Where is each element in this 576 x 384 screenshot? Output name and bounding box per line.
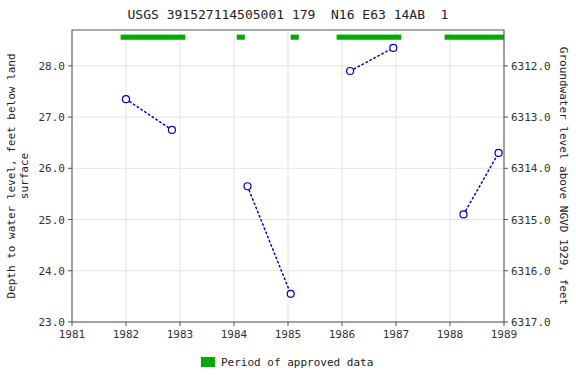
x-tick — [450, 322, 451, 326]
y-tick-label: 24.0 — [39, 265, 66, 278]
x-tick-label: 1983 — [167, 328, 194, 341]
y2-tick-label: 6315.0 — [511, 214, 551, 227]
grid-line-x — [342, 30, 343, 322]
grid-line-x — [234, 30, 235, 322]
x-tick — [180, 322, 181, 326]
title: USGS 391527114505001 179 N16 E63 14AB 1 — [128, 7, 449, 22]
y2-tick — [504, 219, 508, 220]
y-tick-label: 23.0 — [39, 316, 66, 329]
y-axis-label-line: Depth to water level, feet below land — [5, 53, 18, 298]
axes: 1981 1982 1983 1984 1985 1986 1987 1988 1989 23.0… — [39, 60, 551, 341]
y2-tick-label: 6313.0 — [511, 111, 551, 124]
x-tick-label: 1984 — [221, 328, 248, 341]
grid-line-x — [180, 30, 181, 322]
y-tick — [68, 65, 72, 66]
grid-line-x — [450, 30, 451, 322]
y-tick-label: 25.0 — [39, 214, 66, 227]
x-tick-label: 1987 — [383, 328, 410, 341]
series-line — [350, 48, 393, 71]
grid — [72, 30, 504, 322]
approved-period-bar — [291, 35, 299, 40]
y-tick-label: 27.0 — [39, 111, 66, 124]
legend: Period of approved data — [201, 356, 373, 369]
grid-line-y — [72, 117, 504, 118]
y2-axis-label: Groundwater level above NGVD 1929, feet — [557, 47, 570, 305]
grid-line-x — [396, 30, 397, 322]
x-tick — [126, 322, 127, 326]
y-tick — [68, 270, 72, 271]
series-line — [248, 186, 291, 294]
x-tick — [288, 322, 289, 326]
y2-tick-label: 6317.0 — [511, 316, 551, 329]
data-point — [347, 67, 354, 74]
x-tick-label: 1986 — [329, 328, 356, 341]
y-tick — [68, 322, 72, 323]
approved-period-bar — [337, 35, 402, 40]
data-point — [123, 96, 130, 103]
y-tick-label: 26.0 — [39, 162, 66, 175]
x-tick — [504, 322, 505, 326]
approved-period-bar — [121, 35, 186, 40]
data-point — [287, 290, 294, 297]
y-tick-label: 28.0 — [39, 60, 66, 73]
plot-data — [121, 35, 504, 298]
y2-tick — [504, 168, 508, 169]
y-tick — [68, 168, 72, 169]
y-tick — [68, 219, 72, 220]
data-point — [495, 149, 502, 156]
plot-background — [72, 30, 504, 322]
plot-frame — [72, 30, 504, 322]
legend-label: Period of approved data — [221, 356, 373, 369]
grid-line-y — [72, 270, 504, 271]
data-point — [168, 126, 175, 133]
y-tick — [68, 117, 72, 118]
y2-tick — [504, 322, 508, 323]
grid-line-x — [288, 30, 289, 322]
x-tick — [234, 322, 235, 326]
data-point — [390, 44, 397, 51]
x-tick-label: 1985 — [275, 328, 302, 341]
x-tick-label: 1988 — [437, 328, 464, 341]
series-line — [126, 99, 172, 130]
y2-tick — [504, 65, 508, 66]
x-tick — [72, 322, 73, 326]
y-axis-label-line: surface — [18, 153, 31, 199]
y2-tick-label: 6314.0 — [511, 162, 551, 175]
y2-tick — [504, 117, 508, 118]
data-point — [244, 183, 251, 190]
approved-period-bar — [445, 35, 504, 40]
x-tick-label: 1989 — [491, 328, 518, 341]
grid-line-x — [126, 30, 127, 322]
grid-line-y — [72, 168, 504, 169]
chart: 1981 1982 1983 1984 1985 1986 1987 1988 1989 23.0… — [0, 0, 576, 384]
grid-line-y — [72, 219, 504, 220]
y2-tick — [504, 270, 508, 271]
grid-line-y — [72, 65, 504, 66]
x-tick — [396, 322, 397, 326]
approved-period-bar — [237, 35, 245, 40]
x-tick — [342, 322, 343, 326]
x-tick-label: 1981 — [59, 328, 86, 341]
y2-tick-label: 6312.0 — [511, 60, 551, 73]
data-point — [460, 211, 467, 218]
legend-swatch — [201, 357, 215, 367]
y2-tick-label: 6316.0 — [511, 265, 551, 278]
series-line — [464, 153, 499, 214]
y-axis-label: Depth to water level, feet below landsur… — [5, 53, 31, 298]
x-tick-label: 1982 — [113, 328, 140, 341]
